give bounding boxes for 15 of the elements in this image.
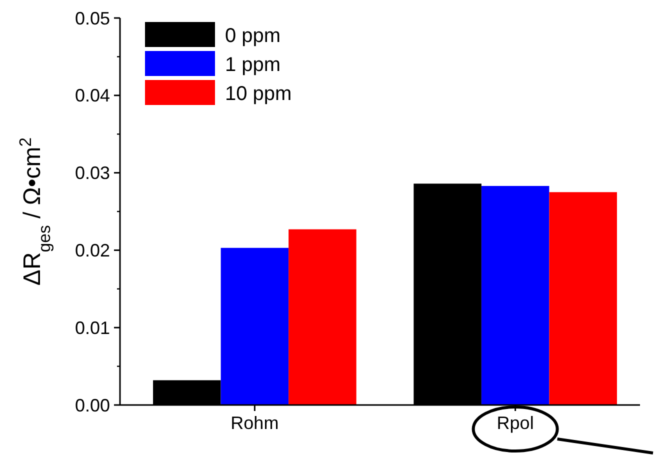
y-tick-label: 0.01 [74,318,110,338]
bar [220,248,289,405]
legend-label: 1 ppm [225,54,281,76]
x-tick-label: Rohm [230,413,279,433]
y-tick-label: 0.05 [74,8,110,28]
legend-label: 0 ppm [225,25,281,47]
bar [549,192,617,405]
bar [481,186,550,405]
x-tick-label: Rpol [496,413,534,433]
y-tick-label: 0.03 [74,163,110,184]
y-tick-label: 0.02 [74,240,110,260]
legend-label: 10 ppm [225,83,292,105]
y-tick-label: 0.04 [74,86,110,106]
y-tick-label: 0.00 [74,395,110,416]
bar [288,229,356,405]
